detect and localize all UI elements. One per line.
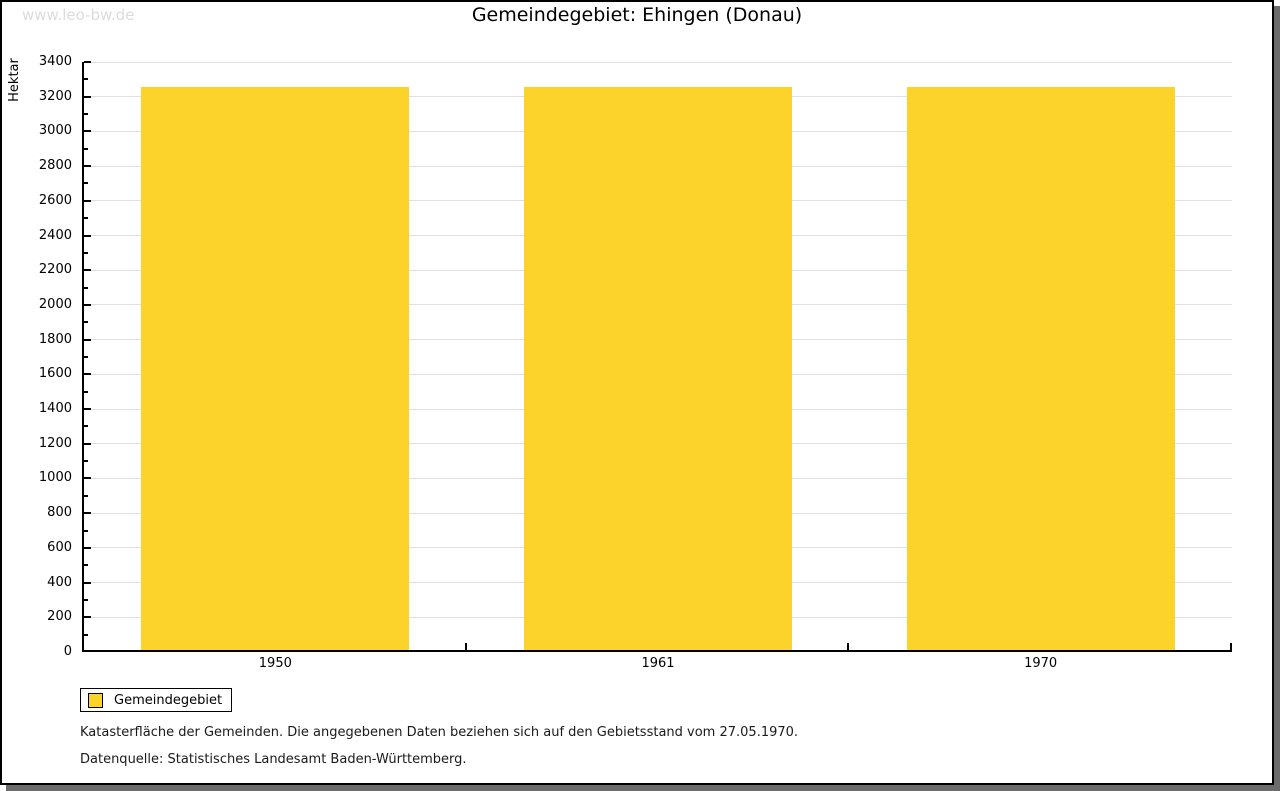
legend: Gemeindegebiet (80, 688, 232, 712)
x-axis-label-1950: 1950 (258, 656, 292, 671)
y-axis-tick-major (84, 442, 91, 445)
y-axis-tick-major (84, 512, 91, 515)
x-axis-label-1961: 1961 (641, 656, 675, 671)
y-axis-tick-minor (84, 113, 88, 116)
y-axis-tick-major (84, 234, 91, 237)
y-axis-tick-label: 2800 (38, 158, 72, 174)
y-axis-tick-major (84, 581, 91, 584)
x-axis-line (82, 650, 1232, 652)
footnote-data-source: Datenquelle: Statistisches Landesamt Bad… (80, 752, 467, 767)
y-axis-tick-major (84, 269, 91, 272)
y-axis-tick-minor (84, 598, 88, 601)
y-axis-tick-label: 2400 (38, 227, 72, 243)
y-axis-tick-minor (84, 78, 88, 81)
y-axis-tick-minor (84, 390, 88, 393)
y-axis-tick-major (84, 477, 91, 480)
x-axis-tick (847, 643, 850, 650)
y-axis-tick-minor (84, 425, 88, 428)
y-axis-tick-label: 1000 (38, 470, 72, 486)
legend-swatch (88, 692, 103, 708)
x-axis-label-1970: 1970 (1024, 656, 1058, 671)
y-axis-tick-major (84, 303, 91, 306)
y-axis-tick-minor (84, 321, 88, 324)
y-axis-tick-major (84, 130, 91, 133)
y-axis-tick-major (84, 546, 91, 549)
y-axis-tick-minor (84, 217, 88, 220)
y-axis-tick-minor (84, 251, 88, 254)
y-axis-tick-minor (84, 460, 88, 463)
y-axis-tick-label: 600 (47, 539, 72, 555)
y-axis-tick-minor (84, 564, 88, 567)
y-axis-tick-label: 800 (47, 505, 72, 521)
y-axis-tick-minor (84, 286, 88, 289)
y-axis-tick-minor (84, 182, 88, 185)
y-axis-tick-minor (84, 633, 88, 636)
watermark: www.leo-bw.de (22, 6, 135, 24)
y-axis-tick-major (84, 95, 91, 98)
legend-label: Gemeindegebiet (114, 692, 223, 708)
y-axis-tick-label: 2000 (38, 296, 72, 312)
bar-1950 (141, 87, 410, 652)
bar-1970 (906, 87, 1175, 652)
gridline (84, 61, 1232, 63)
y-axis-tick-major (84, 165, 91, 168)
y-axis-tick-label: 2200 (38, 262, 72, 278)
y-axis-tick-minor (84, 147, 88, 150)
y-axis-tick-label: 3000 (38, 123, 72, 139)
y-axis-tick-label: 0 (63, 644, 72, 659)
y-axis-tick-minor (84, 356, 88, 358)
x-axis-tick (464, 643, 467, 650)
y-axis-tick-label: 2600 (38, 192, 72, 208)
y-axis-tick-label: 3400 (38, 54, 72, 69)
y-axis-tick-label: 1400 (38, 401, 72, 417)
y-axis-tick-major (84, 61, 91, 63)
y-axis-tick-label: 3200 (38, 88, 72, 104)
y-axis-tick-major (84, 199, 91, 202)
y-axis-tick-label: 1200 (38, 435, 72, 451)
y-axis-tick-label: 400 (47, 574, 72, 590)
footnote-source-note: Katasterfläche der Gemeinden. Die angege… (80, 725, 799, 740)
y-axis-tick-label: 1600 (38, 366, 72, 382)
y-axis-tick-major (84, 616, 91, 619)
y-axis-tick-label: 200 (47, 609, 72, 625)
y-axis-tick-major (84, 408, 91, 411)
y-axis-line (82, 62, 84, 652)
y-axis-tick-major (84, 373, 91, 376)
chart-title: Gemeindegebiet: Ehingen (Donau) (471, 4, 803, 26)
y-axis-tick-minor (84, 529, 88, 532)
bar-1961 (524, 87, 792, 652)
y-axis-tick-minor (84, 494, 88, 497)
y-axis-tick-major (84, 338, 91, 341)
y-axis-title: Hektar (7, 58, 22, 102)
y-axis-tick-label: 1800 (38, 331, 72, 347)
x-axis-tick (1230, 643, 1232, 650)
